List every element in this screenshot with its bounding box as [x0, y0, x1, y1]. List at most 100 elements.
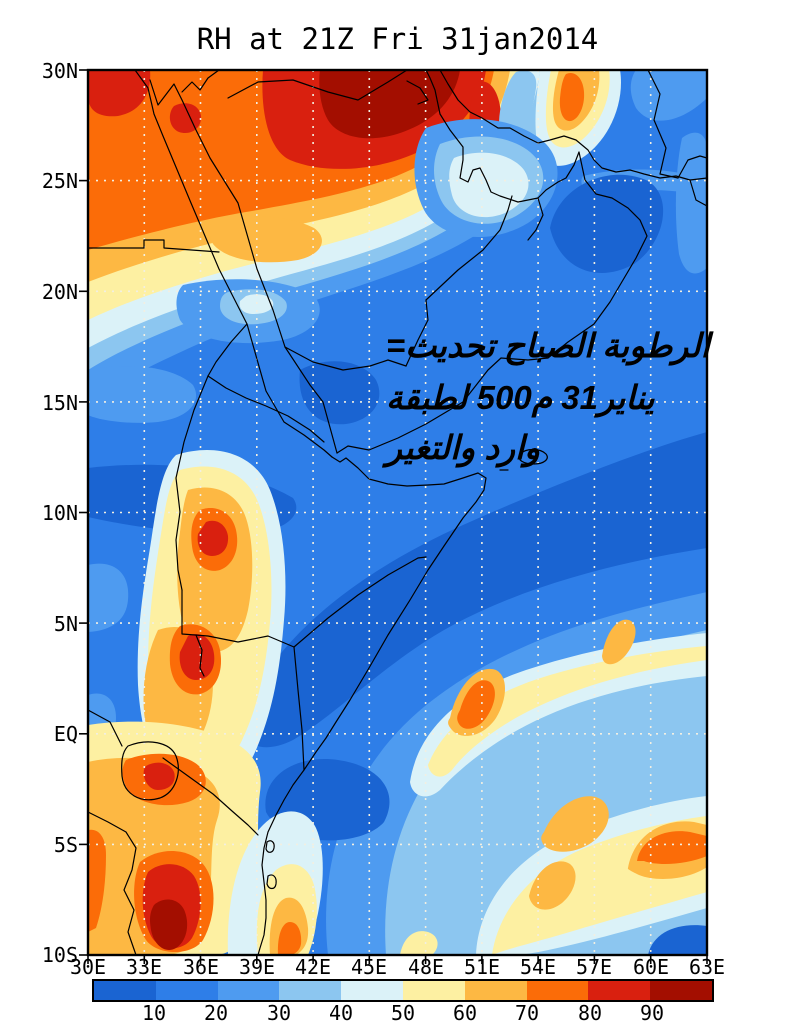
colorbar	[92, 979, 714, 1002]
lat-label-30n: 30N	[41, 59, 78, 83]
colorbar-label-30: 30	[266, 1001, 292, 1024]
page-title: RH at 21Z Fri 31jan2014	[196, 22, 599, 56]
lat-label-5s: 5S	[53, 833, 78, 857]
contour-region	[239, 294, 274, 314]
contour-region	[238, 432, 707, 748]
coastline	[257, 456, 487, 956]
lon-label-36e: 36E	[182, 955, 220, 979]
lon-label-39e: 39E	[238, 955, 276, 979]
lat-label-eq: EQ	[53, 722, 78, 746]
contour-region	[602, 619, 636, 665]
contour-region	[630, 70, 707, 121]
lon-label-57e: 57E	[575, 955, 613, 979]
lat-label-10s: 10S	[41, 943, 78, 967]
border-line	[207, 323, 248, 377]
colorbar-segment	[588, 981, 651, 1000]
gridlines	[88, 70, 707, 955]
contour-region	[88, 563, 129, 632]
lat-label-15n: 15N	[41, 391, 78, 415]
annotation-line-2: لطبقة‎ 500م‎ 31يناير	[386, 379, 655, 416]
pemba-island	[266, 874, 277, 890]
lon-label-42e: 42E	[294, 955, 332, 979]
border-line	[181, 69, 220, 93]
colorbar-label-80: 80	[577, 1001, 603, 1024]
coastline	[439, 69, 708, 181]
annotation-line-3: والتغير‎ وارد	[386, 429, 541, 466]
lon-label-33e: 33E	[125, 955, 163, 979]
contour-region	[169, 103, 202, 134]
annotation-line-1: =تحديث‎ الصباح‎ الرطوبة	[386, 327, 710, 364]
colorbar-label-90: 90	[639, 1001, 665, 1024]
contour-region	[550, 174, 664, 273]
contour-region	[637, 831, 707, 864]
colorbar-label-60: 60	[452, 1001, 478, 1024]
border-line	[677, 155, 708, 179]
colorbar-label-70: 70	[514, 1001, 540, 1024]
contour-region	[88, 70, 151, 117]
lon-label-63e: 63E	[688, 955, 726, 979]
colorbar-label-10: 10	[141, 1001, 167, 1024]
contour-region	[277, 922, 302, 955]
rh-map-canvas	[79, 68, 709, 964]
contour-region	[400, 931, 438, 955]
contour-region	[410, 633, 707, 797]
contour-region	[449, 152, 529, 218]
border-line	[162, 757, 259, 836]
contour-region	[143, 762, 175, 790]
lon-label-54e: 54E	[519, 955, 557, 979]
colorbar-label-40: 40	[328, 1001, 354, 1024]
lon-label-45e: 45E	[350, 955, 388, 979]
contour-region	[88, 366, 197, 423]
border-line	[284, 346, 407, 371]
lat-label-25n: 25N	[41, 169, 78, 193]
border-line	[406, 80, 429, 105]
border-line	[207, 375, 325, 443]
colorbar-segment	[217, 981, 280, 1000]
lake-victoria-outline	[121, 741, 179, 801]
colorbar-label-20: 20	[203, 1001, 229, 1024]
border-line	[405, 299, 429, 367]
border-line	[647, 69, 679, 179]
contour-region	[209, 215, 322, 263]
contour-region	[457, 680, 495, 729]
contour-region	[299, 361, 380, 425]
lon-label-60e: 60E	[632, 955, 670, 979]
border-line	[227, 69, 408, 101]
contour-region	[88, 829, 106, 932]
lat-label-10n: 10N	[41, 501, 78, 525]
contour-region	[529, 861, 576, 910]
border-line	[87, 239, 220, 253]
contour-fill-layers	[88, 70, 707, 957]
border-line	[293, 556, 427, 648]
contour-region	[559, 72, 585, 122]
coastline	[134, 69, 333, 458]
colorbar-segment	[402, 981, 465, 1000]
border-line	[175, 375, 209, 591]
contour-region	[648, 925, 707, 955]
border-line	[181, 589, 295, 648]
colorbar-segment	[94, 981, 156, 1000]
border-line	[689, 179, 708, 207]
coastlines-borders	[87, 69, 708, 956]
border-line	[527, 197, 544, 241]
contour-region	[541, 796, 609, 852]
border-line	[293, 646, 305, 771]
coastline	[149, 79, 338, 454]
contour-region	[179, 634, 215, 680]
lake-turkana	[195, 634, 205, 677]
coastline	[336, 69, 648, 454]
colorbar-segment	[464, 981, 527, 1000]
colorbar-segment	[279, 981, 342, 1000]
lon-label-30e: 30E	[69, 955, 107, 979]
lat-label-20n: 20N	[41, 280, 78, 304]
border-line	[87, 709, 123, 747]
colorbar-segment	[155, 981, 218, 1000]
colorbar-segment	[650, 981, 712, 1000]
border-line	[425, 195, 513, 301]
contour-region	[150, 899, 188, 950]
lon-label-48e: 48E	[407, 955, 445, 979]
colorbar-segment	[341, 981, 403, 1000]
colorbar-segment	[526, 981, 589, 1000]
map-frame-ticks	[79, 68, 709, 964]
